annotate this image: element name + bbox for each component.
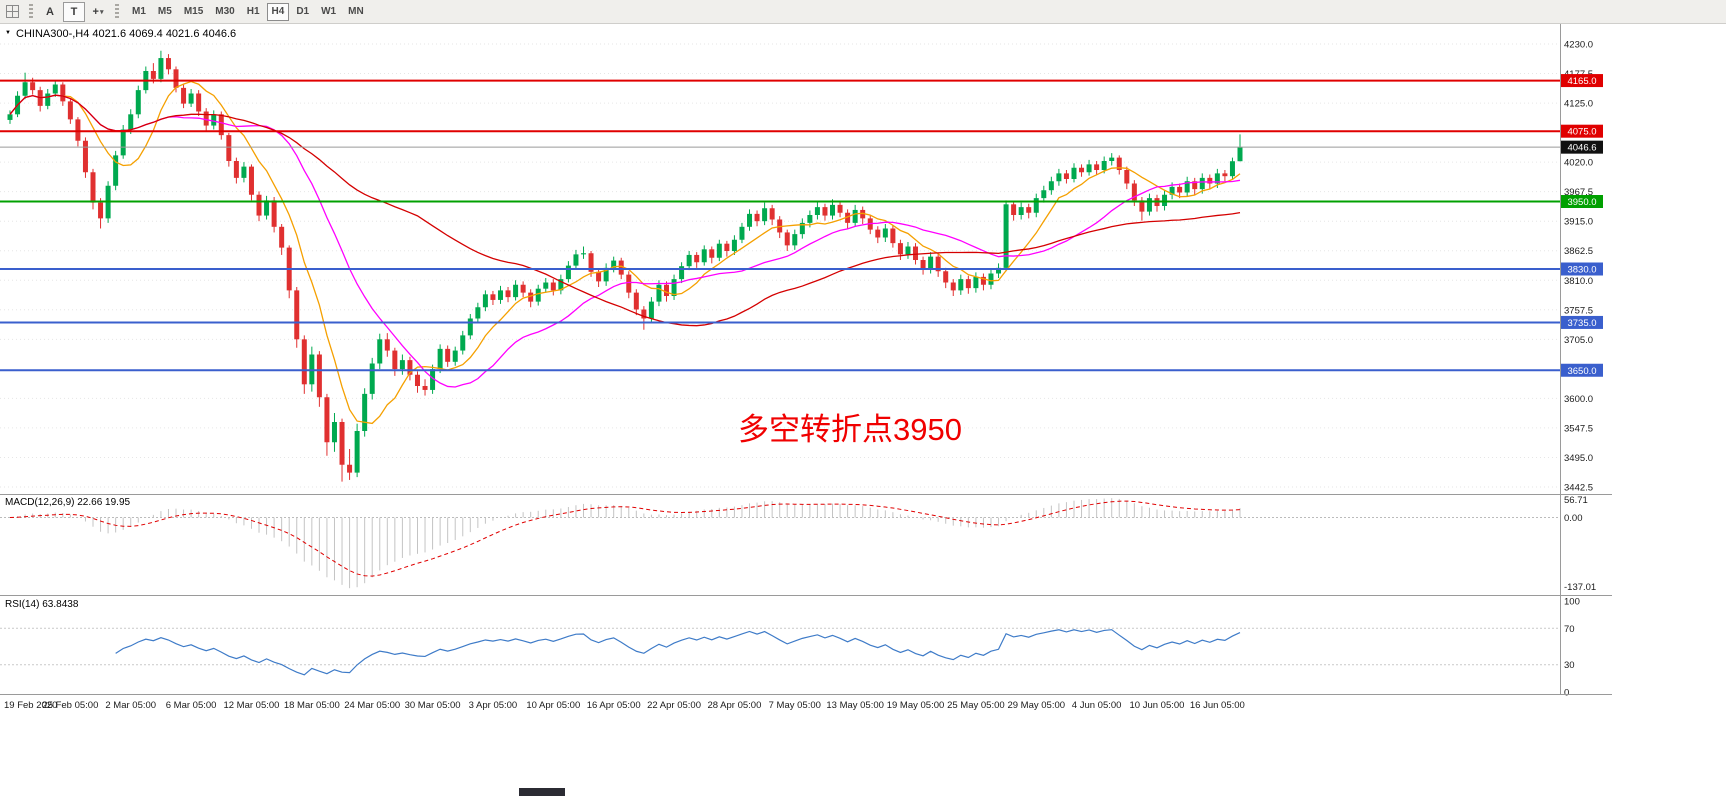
macd-indicator-label: MACD(12,26,9) 22.66 19.95 bbox=[5, 497, 131, 508]
svg-text:13 May 05:00: 13 May 05:00 bbox=[826, 700, 884, 711]
rsi-line bbox=[115, 629, 1241, 676]
svg-text:3735.0: 3735.0 bbox=[1567, 318, 1596, 329]
svg-text:4075.0: 4075.0 bbox=[1567, 127, 1596, 138]
svg-text:3915.0: 3915.0 bbox=[1564, 217, 1593, 228]
svg-text:4 Jun 05:00: 4 Jun 05:00 bbox=[1072, 700, 1122, 711]
svg-text:2 Mar 05:00: 2 Mar 05:00 bbox=[105, 700, 156, 711]
moving-average-55 bbox=[9, 94, 1241, 327]
timeframe-button-w1[interactable]: W1 bbox=[316, 3, 341, 21]
top-toolbar: A T + ▾ M1 M5 M15 M30 H1 H4 D1 W1 MN bbox=[0, 0, 1726, 24]
svg-text:3 Apr 05:00: 3 Apr 05:00 bbox=[469, 700, 518, 711]
svg-text:18 Mar 05:00: 18 Mar 05:00 bbox=[284, 700, 340, 711]
svg-text:25 May 05:00: 25 May 05:00 bbox=[947, 700, 1005, 711]
svg-text:3810.0: 3810.0 bbox=[1564, 276, 1593, 287]
arrow-tool-button[interactable]: A bbox=[39, 2, 61, 22]
timeframe-button-mn[interactable]: MN bbox=[343, 3, 369, 21]
svg-text:0: 0 bbox=[1564, 688, 1569, 699]
rsi-pane[interactable]: 100 70 30 0 bbox=[0, 597, 1580, 699]
svg-text:24 Mar 05:00: 24 Mar 05:00 bbox=[344, 700, 400, 711]
svg-text:3950.0: 3950.0 bbox=[1567, 197, 1596, 208]
svg-text:100: 100 bbox=[1564, 597, 1580, 608]
svg-text:0.00: 0.00 bbox=[1564, 513, 1583, 524]
svg-text:22 Apr 05:00: 22 Apr 05:00 bbox=[647, 700, 701, 711]
svg-text:4125.0: 4125.0 bbox=[1564, 99, 1593, 110]
chevron-down-icon: ▾ bbox=[99, 8, 104, 16]
timeframe-button-m1[interactable]: M1 bbox=[127, 3, 151, 21]
grid-icon[interactable] bbox=[6, 5, 19, 18]
svg-text:30 Mar 05:00: 30 Mar 05:00 bbox=[405, 700, 461, 711]
svg-text:3495.0: 3495.0 bbox=[1564, 453, 1593, 464]
horizontal-scrollbar-thumb[interactable] bbox=[519, 788, 565, 796]
crosshair-tool-button[interactable]: + ▾ bbox=[87, 2, 109, 22]
svg-text:6 Mar 05:00: 6 Mar 05:00 bbox=[166, 700, 217, 711]
moving-average-8 bbox=[9, 80, 1241, 425]
chart-ohlc-title: CHINA300-,H4 4021.6 4069.4 4021.6 4046.6 bbox=[16, 28, 237, 40]
svg-text:-137.01: -137.01 bbox=[1564, 582, 1596, 593]
candles-layer[interactable] bbox=[7, 50, 1243, 482]
toolbar-grip[interactable] bbox=[29, 3, 33, 20]
toolbar-grip[interactable] bbox=[115, 3, 119, 20]
svg-text:28 Apr 05:00: 28 Apr 05:00 bbox=[707, 700, 761, 711]
chart-annotation-text: 多空转折点3950 bbox=[738, 412, 962, 447]
timeframe-button-m30[interactable]: M30 bbox=[210, 3, 239, 21]
text-tool-button[interactable]: T bbox=[63, 1, 85, 22]
rsi-indicator-label: RSI(14) 63.8438 bbox=[5, 599, 79, 610]
svg-text:3862.5: 3862.5 bbox=[1564, 246, 1593, 257]
svg-text:4230.0: 4230.0 bbox=[1564, 40, 1593, 51]
moving-average-21 bbox=[9, 94, 1241, 388]
svg-text:3757.5: 3757.5 bbox=[1564, 305, 1593, 316]
macd-pane[interactable]: 56.71 0.00 -137.01 bbox=[0, 495, 1596, 593]
svg-text:4165.0: 4165.0 bbox=[1567, 76, 1596, 87]
timeframe-button-m5[interactable]: M5 bbox=[153, 3, 177, 21]
timeframe-button-m15[interactable]: M15 bbox=[179, 3, 208, 21]
svg-text:3547.5: 3547.5 bbox=[1564, 423, 1593, 434]
svg-text:25 Feb 05:00: 25 Feb 05:00 bbox=[42, 700, 98, 711]
macd-signal-line bbox=[9, 500, 1241, 577]
svg-text:3600.0: 3600.0 bbox=[1564, 394, 1593, 405]
svg-text:16 Jun 05:00: 16 Jun 05:00 bbox=[1190, 700, 1245, 711]
svg-text:56.71: 56.71 bbox=[1564, 495, 1588, 506]
svg-text:70: 70 bbox=[1564, 624, 1575, 635]
timeframe-button-d1[interactable]: D1 bbox=[291, 3, 314, 21]
svg-text:30: 30 bbox=[1564, 660, 1575, 671]
timeframe-button-h4[interactable]: H4 bbox=[266, 2, 290, 21]
svg-text:29 May 05:00: 29 May 05:00 bbox=[1007, 700, 1065, 711]
svg-text:3650.0: 3650.0 bbox=[1567, 366, 1596, 377]
timeframe-button-h1[interactable]: H1 bbox=[242, 3, 265, 21]
horizontal-levels[interactable]: 4165.0 4075.0 3950.0 3830.0 3735.0 3650.0 4046… bbox=[0, 74, 1603, 377]
svg-text:10 Jun 05:00: 10 Jun 05:00 bbox=[1130, 700, 1185, 711]
svg-text:19 Feb 2020: 19 Feb 2020 bbox=[4, 700, 57, 711]
expand-arrow-icon[interactable]: ▼ bbox=[5, 30, 11, 36]
svg-text:10 Apr 05:00: 10 Apr 05:00 bbox=[526, 700, 580, 711]
svg-text:4020.0: 4020.0 bbox=[1564, 158, 1593, 169]
svg-text:7 May 05:00: 7 May 05:00 bbox=[769, 700, 821, 711]
svg-text:3830.0: 3830.0 bbox=[1567, 265, 1596, 276]
svg-text:16 Apr 05:00: 16 Apr 05:00 bbox=[587, 700, 641, 711]
svg-text:3705.0: 3705.0 bbox=[1564, 335, 1593, 346]
pane-separators bbox=[0, 24, 1612, 695]
timeframe-button-group: M1 M5 M15 M30 H1 H4 D1 W1 MN bbox=[127, 2, 369, 21]
svg-text:4046.6: 4046.6 bbox=[1567, 143, 1596, 154]
svg-text:3442.5: 3442.5 bbox=[1564, 482, 1593, 493]
svg-text:12 Mar 05:00: 12 Mar 05:00 bbox=[223, 700, 279, 711]
svg-text:3967.5: 3967.5 bbox=[1564, 187, 1593, 198]
crosshair-icon: + bbox=[92, 5, 99, 18]
svg-text:19 May 05:00: 19 May 05:00 bbox=[887, 700, 945, 711]
